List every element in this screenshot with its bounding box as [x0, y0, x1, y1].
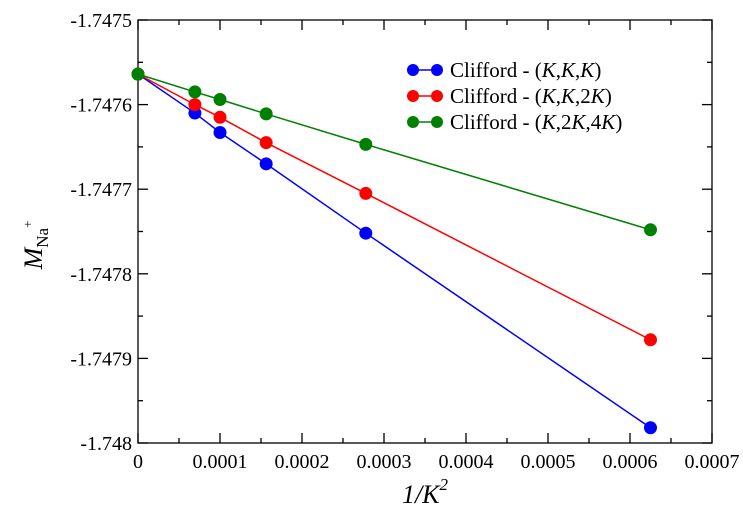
y-tick-label: -1.7478: [70, 264, 132, 286]
y-axis-title: MNa+: [19, 221, 52, 271]
x-axis-title-sup: 2: [440, 475, 449, 494]
y-axis-title-main: M: [19, 246, 48, 270]
series-3-point: [131, 67, 145, 81]
series-3-point: [359, 137, 373, 151]
x-tick-label: 0.0005: [521, 451, 576, 473]
legend-marker: [431, 90, 443, 102]
x-tick-label: 0.0001: [193, 451, 248, 473]
legend-marker: [407, 64, 419, 76]
x-tick-label: 0: [133, 451, 143, 473]
series-2-point: [259, 136, 273, 150]
legend-item-2: Clifford - (K,K,2K): [407, 84, 612, 108]
svg-text:MNa+: MNa+: [19, 221, 52, 271]
y-axis-title-sub: Na: [33, 227, 52, 247]
x-axis-title-main: 1/K: [402, 480, 441, 509]
legend-marker: [407, 90, 419, 102]
legend-marker: [431, 116, 443, 128]
series-1-point: [213, 126, 227, 140]
legend-label: Clifford - (K,2K,4K): [450, 110, 622, 134]
series-line-2: [137, 73, 651, 341]
legend-label: Clifford - (K,K,K): [450, 58, 601, 82]
y-tick-label: -1.7476: [70, 95, 132, 117]
series-3-point: [213, 93, 227, 107]
series-2-point: [644, 333, 657, 347]
legend-item-3: Clifford - (K,2K,4K): [407, 110, 622, 134]
series-2-point: [359, 186, 373, 200]
x-axis-title: 1/K2: [402, 475, 449, 509]
x-tick-label: 0.0003: [357, 451, 412, 473]
legend-item-1: Clifford - (K,K,K): [407, 58, 601, 82]
y-tick-label: -1.7479: [70, 348, 132, 370]
series-1-point: [259, 157, 273, 171]
x-tick-label: 0.0007: [685, 451, 740, 473]
plot-frame: [137, 19, 713, 444]
series-2-point: [213, 110, 227, 124]
x-tick-label: 0.0002: [275, 451, 330, 473]
series-3-point: [259, 107, 273, 121]
x-tick-label: 0.0004: [439, 451, 494, 473]
series-2-point: [188, 98, 202, 112]
legend-marker: [431, 64, 443, 76]
legend-label: Clifford - (K,K,2K): [450, 84, 612, 108]
legend: Clifford - (K,K,K)Clifford - (K,K,2K)Cli…: [407, 58, 622, 134]
series-3-point: [188, 85, 202, 99]
ticks: 0 0.0001 0.0002 0.0003 0.0004 0.0005 0.0006 0.0…: [70, 10, 739, 473]
y-tick-label: -1.7475: [70, 10, 132, 32]
series-lines: [137, 73, 651, 429]
series-line-3: [137, 73, 651, 231]
x-tick-label: 0.0006: [603, 451, 658, 473]
series-1-point: [359, 226, 373, 240]
series-line-1: [137, 73, 651, 429]
series-1-point: [644, 421, 657, 435]
y-axis-title-sup: +: [20, 221, 35, 228]
y-tick-label: -1.748: [80, 433, 132, 455]
legend-marker: [407, 116, 419, 128]
series-points: [131, 67, 657, 435]
series-3-point: [644, 223, 657, 237]
y-tick-label: -1.7477: [70, 179, 132, 201]
